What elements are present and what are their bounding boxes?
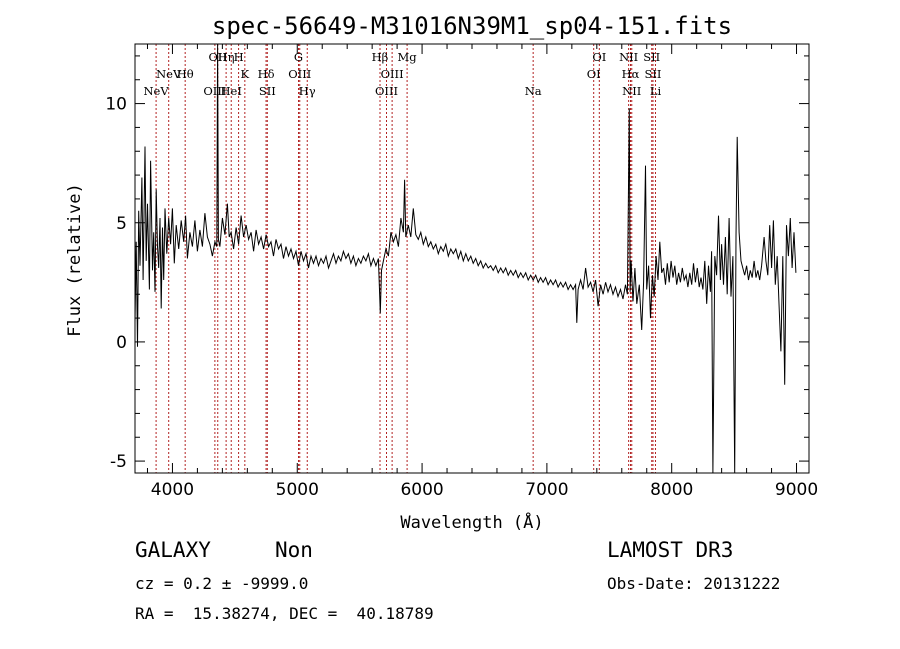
spectral-line-label: Hα: [622, 67, 640, 81]
survey-name: LAMOST DR3: [607, 538, 734, 562]
x-tick-label: 4000: [151, 480, 194, 500]
observation-date: Obs-Date: 20131222: [607, 574, 781, 593]
x-tick-label: 5000: [276, 480, 319, 500]
spectral-line-label: K: [241, 67, 250, 81]
spectral-line-label: NII: [619, 50, 638, 64]
flux-series-line: [134, 43, 797, 474]
x-axis-label: Wavelength (Å): [400, 511, 543, 533]
spectral-line-label: OIII: [203, 84, 226, 98]
spectral-line-label: OI: [592, 50, 606, 64]
spectral-line-label: G: [294, 50, 303, 64]
object-subclass: Non: [275, 538, 313, 562]
spectral-line-label: Hη: [218, 50, 235, 64]
y-tick-label: 10: [105, 95, 127, 115]
spectral-line-label: Mg: [398, 50, 418, 64]
x-tick-label: 7000: [525, 480, 568, 500]
y-axis-label: Flux (relative): [65, 183, 85, 337]
spectral-line-label: SII: [643, 50, 660, 64]
spectral-line-label: OIII: [288, 67, 311, 81]
spectral-line-label: NeV: [156, 67, 182, 81]
spectral-line-label: H: [234, 50, 244, 64]
y-tick-label: 5: [116, 214, 127, 234]
spectral-line-label: OI: [587, 67, 601, 81]
spectral-line-label: OIII: [381, 67, 404, 81]
y-tick-label: 0: [116, 333, 127, 353]
x-tick-label: 9000: [775, 480, 818, 500]
redshift-cz: cz = 0.2 ± -9999.0: [135, 574, 309, 593]
spectral-line-label: OIII: [375, 84, 398, 98]
spectral-line-label: Li: [650, 84, 662, 98]
spectral-line-label: Hβ: [372, 50, 389, 64]
spectral-line-label: SII: [259, 84, 276, 98]
spectral-line-label: Hγ: [299, 84, 316, 98]
spectral-line-markers: [155, 44, 656, 473]
x-tick-label: 8000: [650, 480, 693, 500]
axis-ticks: 4000 5000 6000 7000 8000 9000 -5 0 5 10: [105, 44, 818, 500]
object-type: GALAXY: [135, 538, 211, 562]
x-tick-label: 6000: [400, 480, 443, 500]
spectral-line-label: NII: [622, 84, 641, 98]
spectral-line-label: Hθ: [177, 67, 194, 81]
spectral-line-label: SII: [644, 67, 661, 81]
y-tick-label: -5: [110, 452, 127, 472]
spectral-line-label: NeV: [143, 84, 169, 98]
chart-title: spec-56649-M31016N39M1_sp04-151.fits: [212, 12, 732, 40]
spectral-line-label: Hδ: [258, 67, 275, 81]
spectral-line-label: Na: [525, 84, 542, 98]
ra-dec-coordinates: RA = 15.38274, DEC = 40.18789: [135, 604, 434, 623]
spectral-line-label: HeI: [221, 84, 242, 98]
